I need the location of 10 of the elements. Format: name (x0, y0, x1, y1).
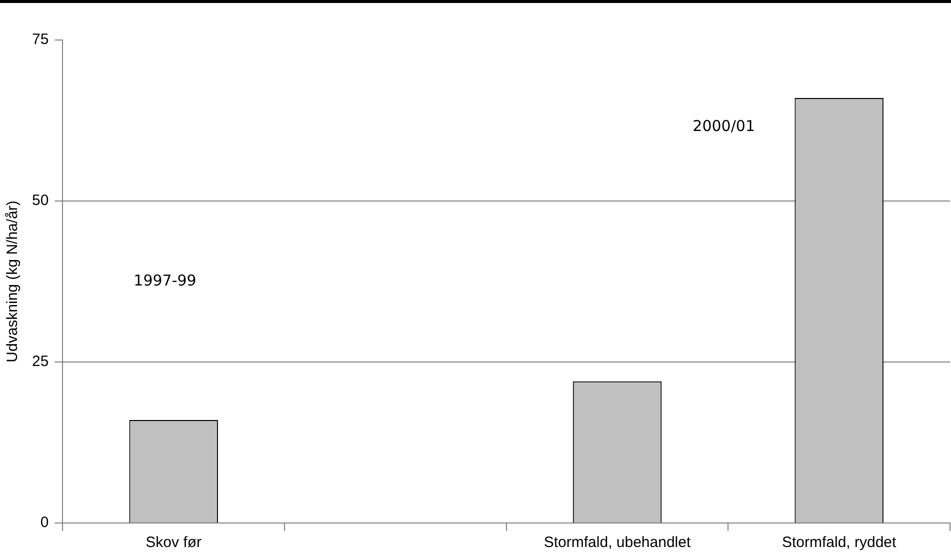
x-tick-label: Stormfald, ubehandlet (544, 534, 692, 552)
x-tick-label: Stormfald, ryddet (782, 534, 898, 552)
annotation: 1997-99 (134, 271, 196, 290)
y-axis-title: Udvaskning (kg N/ha/år) (4, 200, 22, 362)
x-tick-label: Skov før (146, 534, 202, 552)
y-tick-label: 0 (40, 514, 49, 532)
y-tick-label: 50 (32, 192, 49, 210)
y-tick-label: 25 (32, 353, 49, 370)
y-tick-label: 75 (32, 31, 49, 48)
annotation: 2000/01 (692, 116, 756, 135)
